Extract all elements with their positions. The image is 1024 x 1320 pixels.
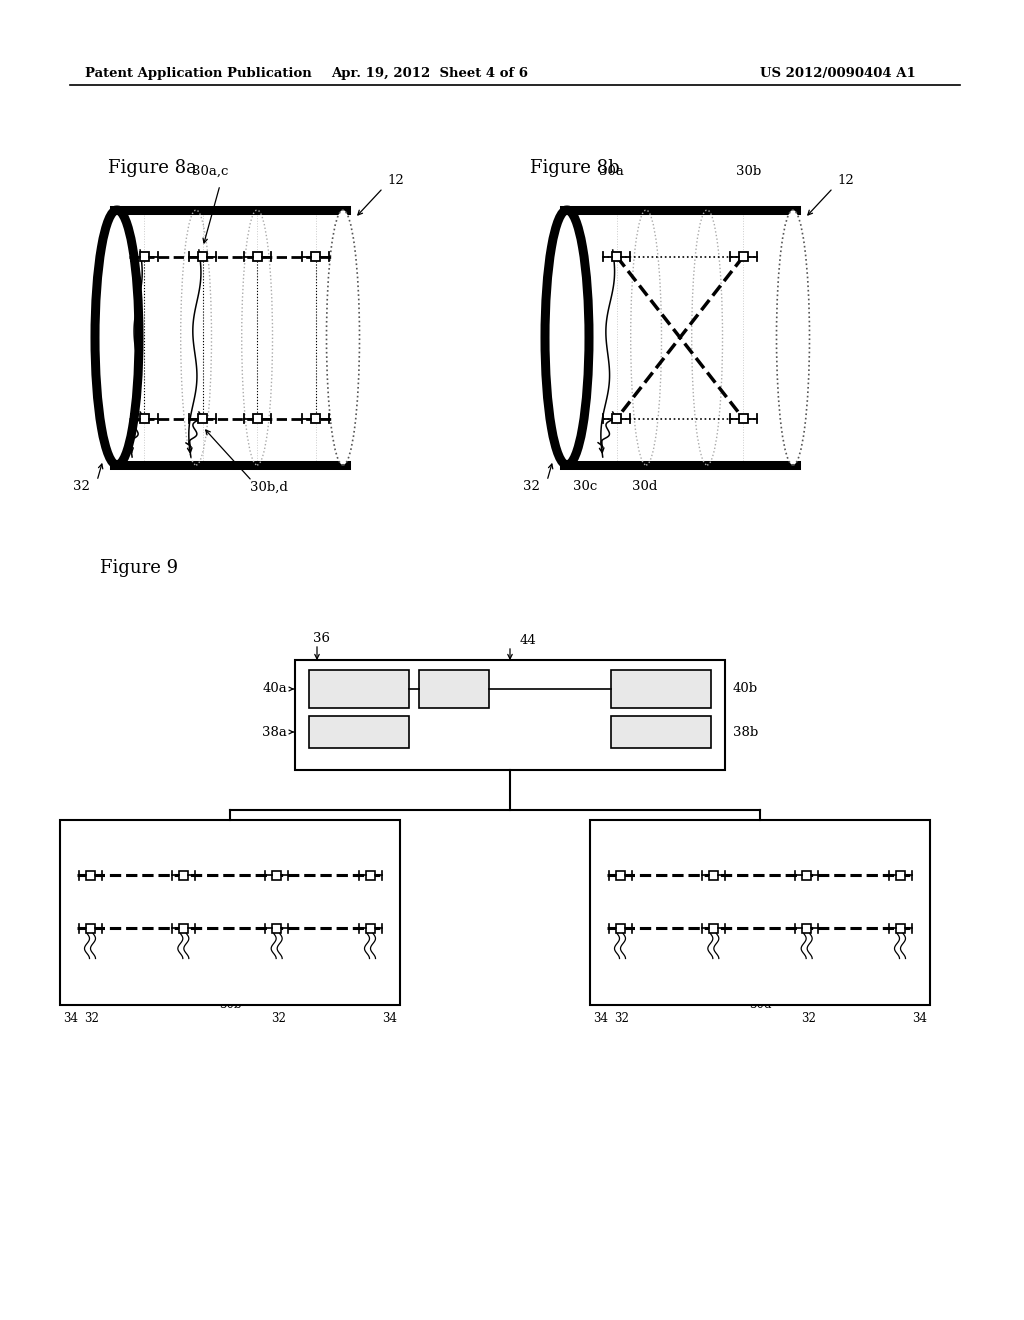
Bar xyxy=(802,924,811,932)
Bar xyxy=(199,414,208,422)
Text: 30c: 30c xyxy=(572,480,597,494)
Bar xyxy=(366,870,375,879)
Text: 32: 32 xyxy=(85,1012,99,1026)
Text: 44: 44 xyxy=(520,634,537,647)
Text: 32: 32 xyxy=(271,1012,286,1026)
Text: 40a: 40a xyxy=(262,682,287,696)
Bar xyxy=(567,210,793,465)
Ellipse shape xyxy=(327,210,359,465)
Text: 34: 34 xyxy=(912,1012,927,1026)
Bar xyxy=(615,870,625,879)
Bar xyxy=(615,924,625,932)
Bar xyxy=(295,660,725,770)
Bar xyxy=(311,252,321,261)
Bar xyxy=(611,715,711,748)
Bar xyxy=(117,210,343,465)
Bar xyxy=(419,671,489,708)
Text: 36: 36 xyxy=(313,631,330,644)
Ellipse shape xyxy=(776,210,810,465)
Text: 30a,c: 30a,c xyxy=(191,165,228,178)
Ellipse shape xyxy=(545,210,589,465)
Text: 32: 32 xyxy=(523,480,540,494)
Bar xyxy=(179,870,187,879)
Bar xyxy=(85,924,94,932)
Bar xyxy=(802,870,811,879)
Text: 30d: 30d xyxy=(632,480,657,494)
Text: 30c: 30c xyxy=(745,836,774,849)
Bar xyxy=(366,924,375,932)
Bar xyxy=(738,414,748,422)
Bar xyxy=(611,671,711,708)
Bar xyxy=(709,870,718,879)
Bar xyxy=(309,671,409,708)
Text: 40b: 40b xyxy=(733,682,758,696)
Bar xyxy=(179,924,187,932)
Bar xyxy=(199,252,208,261)
Bar xyxy=(139,252,148,261)
Ellipse shape xyxy=(95,210,139,465)
Text: 30b: 30b xyxy=(219,998,242,1011)
Text: Apr. 19, 2012  Sheet 4 of 6: Apr. 19, 2012 Sheet 4 of 6 xyxy=(332,66,528,79)
Bar xyxy=(253,414,261,422)
Bar xyxy=(60,820,400,1005)
Text: 34: 34 xyxy=(593,1012,608,1026)
Text: 32: 32 xyxy=(801,1012,816,1026)
Text: 38a: 38a xyxy=(262,726,287,738)
Text: 38b: 38b xyxy=(733,726,758,738)
Text: 34: 34 xyxy=(382,1012,397,1026)
Bar xyxy=(709,924,718,932)
Text: 34: 34 xyxy=(63,1012,78,1026)
Bar xyxy=(738,252,748,261)
Bar xyxy=(311,414,321,422)
Text: 30b: 30b xyxy=(735,165,761,178)
Text: 32: 32 xyxy=(614,1012,630,1026)
Bar xyxy=(253,252,261,261)
Text: Figure 8a: Figure 8a xyxy=(108,158,197,177)
Bar xyxy=(612,414,622,422)
Text: 12: 12 xyxy=(837,173,854,186)
Bar xyxy=(896,870,904,879)
Text: Patent Application Publication: Patent Application Publication xyxy=(85,66,311,79)
Bar xyxy=(272,924,282,932)
Text: Figure 8b: Figure 8b xyxy=(530,158,620,177)
Bar xyxy=(139,414,148,422)
Bar xyxy=(590,820,930,1005)
Text: 30d: 30d xyxy=(749,998,771,1011)
Text: Figure 9: Figure 9 xyxy=(100,558,178,577)
Text: 30b,d: 30b,d xyxy=(250,480,288,494)
Bar xyxy=(896,924,904,932)
Text: US 2012/0090404 A1: US 2012/0090404 A1 xyxy=(760,66,915,79)
Bar xyxy=(309,715,409,748)
Text: 30a: 30a xyxy=(599,165,625,178)
Bar xyxy=(272,870,282,879)
Bar xyxy=(612,252,622,261)
Text: 12: 12 xyxy=(387,173,403,186)
Text: 30a: 30a xyxy=(215,836,245,849)
Text: 32: 32 xyxy=(73,480,90,494)
Bar xyxy=(85,870,94,879)
